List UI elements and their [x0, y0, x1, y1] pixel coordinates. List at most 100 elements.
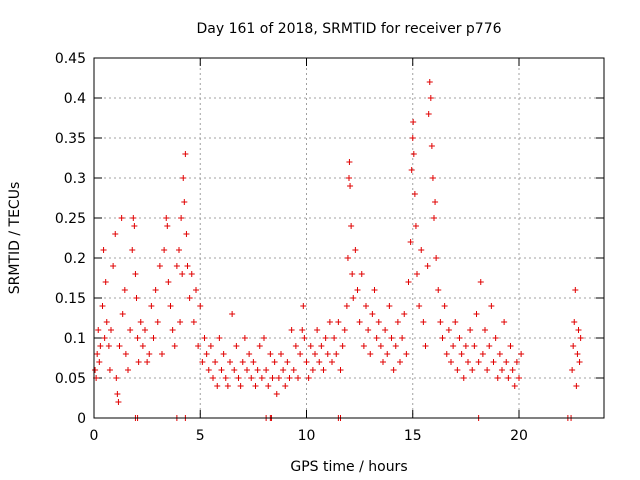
- data-point: [103, 319, 110, 325]
- data-point: [460, 375, 467, 381]
- data-point: [258, 375, 265, 381]
- data-point: [426, 79, 433, 85]
- data-point: [407, 239, 414, 245]
- data-point: [433, 255, 440, 261]
- data-point: [114, 391, 121, 397]
- y-tick-label: 0.15: [55, 291, 86, 307]
- data-point: [132, 271, 139, 277]
- data-point: [171, 343, 178, 349]
- data-point: [432, 199, 439, 205]
- data-point: [450, 343, 457, 349]
- data-point: [186, 295, 193, 301]
- data-point: [127, 327, 134, 333]
- data-point: [144, 359, 151, 365]
- data-point: [178, 215, 185, 221]
- y-tick-label: 0: [77, 411, 86, 427]
- y-tick-label: 0.4: [64, 91, 86, 107]
- data-point: [222, 375, 229, 381]
- data-point: [97, 343, 104, 349]
- data-point: [425, 111, 432, 117]
- data-point: [462, 343, 469, 349]
- data-point: [297, 351, 304, 357]
- data-point: [301, 335, 308, 341]
- data-point: [207, 343, 214, 349]
- data-point: [231, 367, 238, 373]
- data-point: [511, 383, 518, 389]
- y-tick-label: 0.05: [55, 371, 86, 387]
- data-point: [570, 343, 577, 349]
- data-point: [309, 367, 316, 373]
- data-point: [300, 303, 307, 309]
- data-point: [441, 303, 448, 309]
- data-point: [165, 279, 172, 285]
- data-point: [227, 359, 233, 365]
- data-point: [108, 327, 114, 333]
- data-point: [237, 383, 244, 389]
- data-point: [416, 303, 423, 309]
- data-point: [341, 327, 348, 333]
- data-point: [343, 303, 350, 309]
- data-point: [337, 367, 344, 373]
- data-point: [282, 383, 289, 389]
- data-point: [280, 367, 287, 373]
- data-point: [92, 367, 99, 373]
- data-point: [119, 311, 126, 317]
- data-point: [356, 319, 363, 325]
- data-point: [263, 367, 270, 373]
- data-point: [465, 359, 471, 365]
- y-tick-label: 0.3: [64, 171, 86, 187]
- data-point: [347, 183, 354, 189]
- data-point: [339, 343, 346, 349]
- data-point: [410, 119, 417, 125]
- data-point: [184, 263, 191, 269]
- data-point: [363, 303, 369, 309]
- data-point: [513, 359, 520, 365]
- data-point: [122, 351, 129, 357]
- data-point: [244, 367, 250, 373]
- data-point: [572, 287, 579, 293]
- data-point: [261, 335, 267, 341]
- data-point: [169, 327, 176, 333]
- data-point: [439, 335, 446, 341]
- data-point: [150, 335, 157, 341]
- data-point: [488, 303, 495, 309]
- data-point: [246, 351, 253, 357]
- data-point: [129, 247, 136, 253]
- data-point: [414, 271, 420, 277]
- data-point: [224, 383, 231, 389]
- data-point: [469, 367, 476, 373]
- x-axis-label: GPS time / hours: [290, 459, 407, 475]
- data-point: [210, 375, 216, 381]
- data-point: [377, 343, 384, 349]
- data-point: [288, 327, 295, 333]
- data-point: [322, 335, 329, 341]
- data-point: [518, 351, 525, 357]
- data-point: [146, 351, 153, 357]
- data-point: [397, 359, 403, 365]
- data-point: [252, 383, 259, 389]
- data-point: [418, 247, 425, 253]
- data-point: [448, 359, 454, 365]
- data-point: [501, 319, 508, 325]
- data-point: [201, 335, 208, 341]
- data-point: [269, 375, 276, 381]
- data-point: [412, 223, 419, 229]
- data-point: [125, 367, 131, 373]
- data-point: [96, 359, 103, 365]
- data-point: [475, 359, 482, 365]
- y-tick-label: 0.25: [55, 211, 86, 227]
- data-point: [177, 319, 184, 325]
- y-tick-label: 0.1: [64, 331, 86, 347]
- data-point: [148, 303, 155, 309]
- data-point: [105, 343, 112, 349]
- data-point: [181, 199, 188, 205]
- data-point: [482, 327, 488, 333]
- x-tick-label: 0: [90, 428, 99, 444]
- data-point: [316, 359, 323, 365]
- data-point: [486, 343, 493, 349]
- data-point: [503, 359, 510, 365]
- x-tick-label: 15: [404, 428, 422, 444]
- data-point: [329, 359, 335, 365]
- data-point: [358, 271, 365, 277]
